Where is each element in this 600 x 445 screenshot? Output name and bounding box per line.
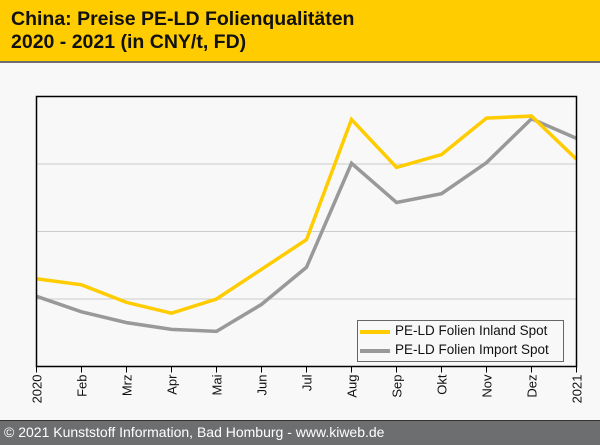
x-tick-label: Nov (480, 374, 495, 398)
x-tick-label: Feb (75, 375, 90, 397)
legend-item-import: PE-LD Folien Import Spot (358, 341, 563, 359)
legend-swatch-inland (360, 330, 390, 334)
x-tick-label: 2021 (570, 375, 585, 404)
legend-label-import: PE-LD Folien Import Spot (395, 342, 549, 357)
x-tick-label: Mai (210, 374, 225, 395)
legend-swatch-import (360, 349, 390, 353)
x-tick-label: Dez (525, 375, 540, 398)
legend-label-inland: PE-LD Folien Inland Spot (395, 323, 547, 338)
x-tick-label: Jun (255, 375, 270, 396)
series-line-inland (37, 116, 577, 313)
gridlines (37, 164, 577, 299)
x-axis-labels: 2020 Feb Mrz Apr Mai Jun Jul Aug Sep Okt Nov Dez 202… (30, 374, 585, 404)
x-tick-label: Apr (165, 374, 180, 395)
x-tick-label: Aug (345, 375, 360, 398)
x-tick-label: Mrz (120, 375, 135, 397)
x-axis-ticks (37, 367, 577, 373)
x-tick-label: Okt (435, 374, 450, 395)
legend-item-inland: PE-LD Folien Inland Spot (358, 322, 563, 340)
legend: PE-LD Folien Inland Spot PE-LD Folien Im… (357, 320, 564, 362)
copyright-text: © 2021 Kunststoff Information, Bad Hombu… (4, 424, 384, 440)
footer: © 2021 Kunststoff Information, Bad Hombu… (0, 420, 600, 445)
x-tick-label: 2020 (30, 375, 45, 404)
x-tick-label: Sep (390, 375, 405, 398)
x-tick-label: Jul (300, 374, 315, 391)
